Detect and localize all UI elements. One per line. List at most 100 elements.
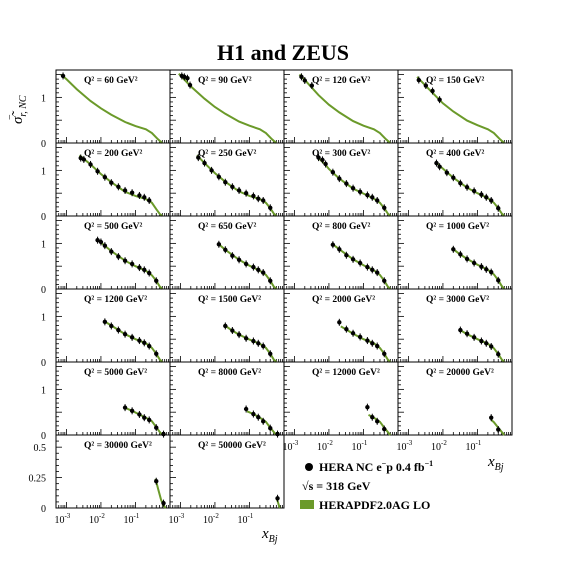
svg-text:xBj: xBj — [261, 526, 278, 545]
data-point — [337, 247, 342, 252]
data-point — [256, 415, 261, 420]
data-point — [236, 332, 242, 337]
data-point — [451, 175, 456, 180]
panel-q2-8000: Q² = 8000 GeV² — [169, 361, 285, 438]
data-point — [370, 341, 375, 346]
panel-label: Q² = 500 GeV² — [84, 222, 142, 232]
data-point — [344, 181, 349, 186]
y-tick-label: 1 — [41, 312, 46, 323]
fit-curve-q2-250 — [196, 154, 278, 217]
data-point — [122, 188, 128, 193]
panel-q2-650: Q² = 650 GeV² — [169, 215, 285, 290]
panel-label: Q² = 5000 GeV² — [84, 368, 147, 378]
data-point — [230, 184, 235, 189]
data-point — [434, 160, 439, 166]
x-tick-label: 10-2 — [203, 512, 219, 526]
data-point — [496, 427, 501, 432]
data-point — [154, 479, 159, 484]
panel-q2-20000: Q² = 20000 GeV² — [397, 361, 513, 436]
data-point — [261, 270, 266, 275]
data-point — [81, 157, 87, 162]
data-point — [161, 431, 166, 437]
data-point — [302, 78, 307, 83]
y-tick-label: 1 — [41, 166, 46, 177]
data-point — [137, 265, 142, 270]
data-point — [370, 195, 375, 200]
x-tick-label: 10-1 — [352, 439, 368, 453]
legend-fit-swatch — [300, 500, 314, 509]
data-point — [142, 340, 147, 346]
panel-q2-5000: Q² = 5000 GeV² 0 1 — [41, 361, 171, 442]
data-point — [102, 243, 108, 248]
data-point — [230, 328, 235, 333]
data-point — [154, 425, 159, 430]
data-point — [458, 252, 463, 257]
data-point — [268, 205, 273, 210]
fit-curve-q2-2000 — [340, 325, 392, 363]
data-point — [129, 408, 135, 414]
legend-energy-label: √s = 318 GeV — [302, 479, 371, 493]
data-point — [116, 184, 121, 189]
data-point — [147, 198, 152, 203]
panel-q2-30000: Q² = 30000 GeV² 0 0.25 0.5 — [29, 434, 171, 515]
panel-label: Q² = 8000 GeV² — [198, 368, 261, 378]
data-point — [357, 260, 363, 266]
data-point — [489, 269, 494, 275]
panel-q2-250: Q² = 250 GeV² — [169, 142, 285, 217]
data-point — [251, 411, 256, 417]
panel-label: Q² = 1000 GeV² — [426, 222, 489, 232]
panel-label: Q² = 1500 GeV² — [198, 295, 261, 305]
y-tick-label: 0.5 — [34, 443, 47, 454]
data-point — [489, 415, 494, 420]
legend-data-marker — [305, 463, 313, 471]
data-point — [216, 174, 222, 179]
data-point — [122, 258, 128, 263]
data-point — [484, 195, 489, 200]
data-point — [382, 205, 387, 210]
data-point — [350, 185, 356, 191]
panel-q2-500: Q² = 500 GeV² 0 1 — [41, 215, 171, 296]
data-point — [275, 496, 280, 501]
fit-curve-q2-30000 — [154, 478, 167, 509]
panel-q2-90: Q² = 90 GeV² — [169, 69, 285, 144]
data-point — [122, 405, 128, 410]
data-point — [375, 198, 380, 203]
legend-fit-label: HERAPDF2.0AG LO — [319, 498, 430, 512]
panel-label: Q² = 250 GeV² — [198, 149, 256, 159]
data-point — [142, 267, 147, 273]
data-point — [129, 261, 135, 267]
panel-q2-1200: Q² = 1200 GeV² 0 1 — [41, 288, 171, 369]
data-point — [147, 270, 152, 276]
data-point — [109, 180, 114, 185]
x-tick-label: 10-1 — [238, 512, 254, 526]
data-point — [268, 278, 273, 283]
data-point — [275, 431, 280, 437]
data-point — [375, 270, 380, 275]
fit-curve-q2-120 — [298, 73, 391, 144]
data-point — [261, 198, 266, 203]
data-point — [95, 169, 100, 174]
data-point — [223, 247, 228, 252]
fit-curve-q2-60 — [60, 73, 163, 144]
data-point — [137, 338, 142, 343]
legend-data-label: HERA NC e−p 0.4 fb−1 — [319, 459, 433, 474]
data-point — [236, 257, 242, 262]
data-point — [251, 338, 256, 344]
data-point — [375, 419, 380, 424]
panel-q2-12000: Q² = 12000 GeV² — [283, 361, 399, 436]
data-point — [316, 155, 321, 160]
data-point — [251, 264, 256, 270]
data-point — [122, 331, 128, 337]
data-point — [116, 254, 121, 259]
data-point — [444, 170, 450, 175]
data-point — [365, 192, 370, 198]
data-point — [330, 170, 336, 175]
data-point — [365, 264, 370, 270]
data-point — [479, 338, 484, 344]
y-tick-label: 0 — [41, 212, 46, 223]
data-point — [416, 77, 421, 83]
data-point — [337, 320, 342, 325]
panel-q2-3000: Q² = 3000 GeV² — [397, 288, 513, 363]
data-point — [370, 267, 375, 273]
